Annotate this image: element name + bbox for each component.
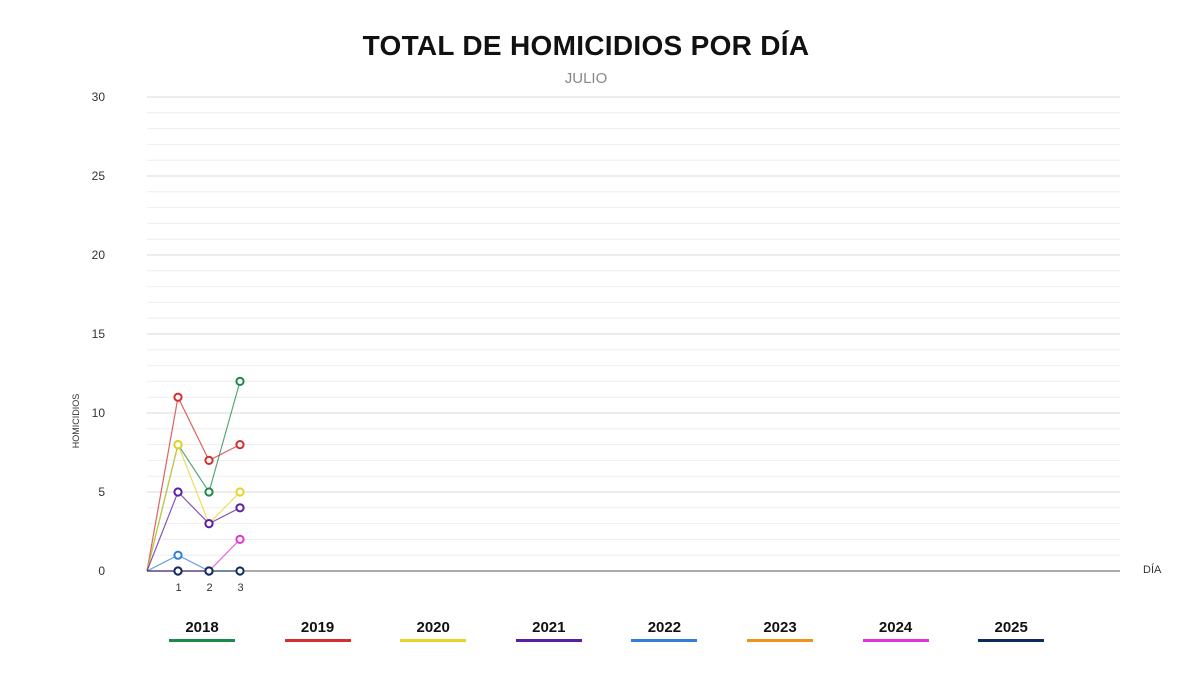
data-point-2021[interactable] (235, 503, 245, 513)
x-axis-ticks: 1 2 3 (175, 582, 243, 594)
y-tick-label: 5 (98, 485, 105, 499)
data-point-2022[interactable] (173, 550, 183, 560)
data-point-2020[interactable] (173, 440, 183, 450)
series-group (146, 376, 245, 576)
data-point-2021[interactable] (173, 487, 183, 497)
x-axis-label: DÍA (1143, 563, 1162, 576)
legend-swatch (169, 639, 235, 642)
legend-swatch (515, 639, 582, 642)
legend-label: 2025 (994, 619, 1028, 636)
legend-label: 2020 (416, 619, 450, 636)
y-tick-label: 30 (92, 90, 106, 104)
legend-item-2018[interactable]: 2018 (169, 619, 235, 642)
legend-swatch (400, 639, 467, 642)
legend-label: 2019 (300, 619, 335, 636)
data-point-2024[interactable] (235, 534, 245, 545)
legend-label: 2018 (185, 619, 219, 636)
legend-swatch (978, 639, 1045, 642)
y-axis-ticks: 0 5 10 15 20 25 30 (92, 90, 106, 578)
series-line-2021 (146, 490, 241, 572)
y-axis-label: HOMICIDIOS (71, 394, 81, 449)
series-line-2019 (146, 395, 241, 572)
legend-item-2024[interactable]: 2024 (862, 619, 929, 642)
y-tick-label: 0 (98, 564, 105, 578)
data-point-2018[interactable] (204, 487, 214, 497)
legend-item-2023[interactable]: 2023 (747, 619, 813, 642)
data-point-2020[interactable] (235, 487, 245, 497)
legend-label: 2023 (763, 619, 797, 636)
data-point-2025[interactable] (235, 566, 245, 576)
y-tick-label: 25 (92, 169, 106, 183)
legend-label: 2022 (647, 619, 682, 636)
legend-swatch (747, 639, 813, 642)
data-point-2019[interactable] (235, 440, 245, 450)
y-tick-label: 15 (92, 327, 106, 341)
legend-item-2019[interactable]: 2019 (284, 619, 351, 642)
legend-item-2020[interactable]: 2020 (400, 619, 467, 642)
grid-lines (147, 96, 1120, 556)
chart-subtitle: JULIO (564, 70, 608, 87)
legend-item-2025[interactable]: 2025 (978, 619, 1045, 642)
legend-item-2022[interactable]: 2022 (631, 619, 698, 642)
data-point-2025[interactable] (204, 566, 214, 576)
data-point-2018[interactable] (235, 376, 245, 386)
x-tick-label: 2 (206, 582, 212, 594)
legend-swatch (631, 639, 698, 642)
data-point-2025[interactable] (173, 566, 183, 576)
legend-swatch (862, 639, 929, 642)
legend-label: 2024 (878, 619, 913, 636)
legend-swatch (284, 639, 351, 642)
data-point-2019[interactable] (173, 392, 183, 402)
x-tick-label: 3 (237, 582, 243, 594)
y-tick-label: 20 (92, 248, 106, 262)
legend-label: 2021 (532, 619, 566, 636)
data-point-2019[interactable] (204, 455, 214, 465)
series-line-2020 (146, 442, 241, 572)
x-tick-label: 1 (175, 582, 181, 594)
legend-item-2021[interactable]: 2021 (515, 619, 582, 642)
chart-title: TOTAL DE HOMICIDIOS POR DÍA (362, 30, 810, 61)
data-point-2021[interactable] (204, 519, 214, 529)
y-tick-label: 10 (92, 406, 106, 420)
